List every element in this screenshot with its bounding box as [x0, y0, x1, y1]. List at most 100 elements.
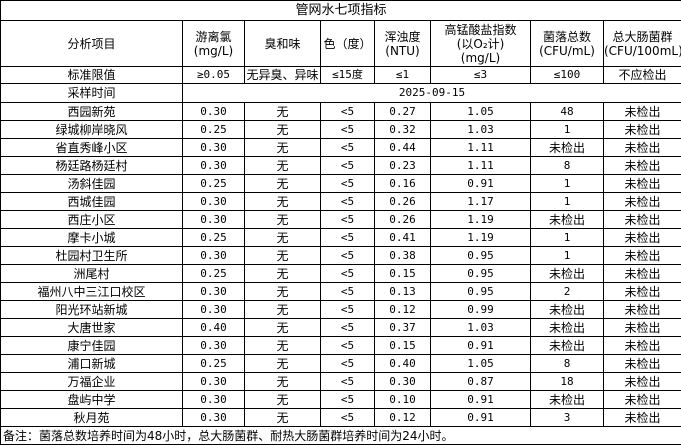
- cell-colony-count: 8: [530, 156, 604, 175]
- cell-colony-count: 1: [530, 120, 604, 139]
- table-row: 大唐世家 0.40 无 <5 0.37 1.03 未检出 未检出: [0, 318, 681, 337]
- cell-total-coliform: 未检出: [602, 300, 681, 319]
- cell-total-coliform: 未检出: [602, 192, 681, 211]
- cell-turbidity: 0.13: [374, 282, 431, 301]
- cell-odor: 无: [244, 372, 321, 391]
- cell-odor: 无: [244, 282, 321, 301]
- cell-colony-count: 未检出: [530, 318, 604, 337]
- cell-colony-count: 18: [530, 372, 604, 391]
- cell-site: 汤斜佳园: [0, 174, 183, 193]
- cell-total-coliform: 未检出: [602, 390, 681, 409]
- cell-free-chlorine: 0.40: [182, 318, 245, 337]
- cell-site: 西庄小区: [0, 210, 183, 229]
- cell-permanganate-index: 1.11: [430, 156, 531, 175]
- cell-total-coliform: 未检出: [602, 228, 681, 247]
- header-permanganate-index: 高锰酸盐指数 (以O₂计) (mg/L): [430, 20, 531, 67]
- cell-free-chlorine: 0.30: [182, 282, 245, 301]
- table-row: 盘屿中学 0.30 无 <5 0.10 0.91 未检出 未检出: [0, 390, 681, 409]
- table-row: 康宁佳园 0.30 无 <5 0.15 0.91 未检出 未检出: [0, 336, 681, 355]
- cell-odor: 无: [244, 138, 321, 157]
- cell-total-coliform: 未检出: [602, 246, 681, 265]
- sampling-date: 2025-09-15: [181, 83, 681, 103]
- header-row: 分析项目 游离氯 (mg/L) 臭和味 色（度） 浑浊度 (NTU) 高锰酸盐指数 (以O…: [0, 20, 681, 67]
- cell-odor: 无: [244, 120, 321, 139]
- cell-site: 秋月苑: [0, 408, 183, 427]
- table-row: 杨廷路杨廷村 0.30 无 <5 0.23 1.11 8 未检出: [0, 156, 681, 175]
- cell-colony-count: 48: [530, 102, 604, 121]
- sampling-time-row: 采样时间 2025-09-15: [0, 83, 681, 103]
- standard-colony-count: ≤100: [530, 66, 604, 84]
- cell-free-chlorine: 0.30: [182, 102, 245, 121]
- cell-color: <5: [320, 264, 375, 283]
- cell-color: <5: [320, 138, 375, 157]
- cell-site: 杨廷路杨廷村: [0, 156, 183, 175]
- header-odor: 臭和味: [244, 20, 321, 67]
- cell-site: 绿城柳岸晓风: [0, 120, 183, 139]
- table-row: 西城佳园 0.30 无 <5 0.26 1.17 1 未检出: [0, 192, 681, 211]
- table-row: 万福企业 0.30 无 <5 0.30 0.87 18 未检出: [0, 372, 681, 391]
- cell-turbidity: 0.15: [374, 264, 431, 283]
- standard-site: 标准限值: [0, 66, 183, 84]
- cell-odor: 无: [244, 174, 321, 193]
- cell-site: 福州八中三江口校区: [0, 282, 183, 301]
- cell-turbidity: 0.26: [374, 210, 431, 229]
- cell-site: 大唐世家: [0, 318, 183, 337]
- cell-permanganate-index: 1.11: [430, 138, 531, 157]
- cell-permanganate-index: 1.19: [430, 228, 531, 247]
- cell-free-chlorine: 0.30: [182, 210, 245, 229]
- table-note: 备注：菌落总数培养时间为48小时，总大肠菌群、耐热大肠菌群培养时间为24小时。: [0, 426, 681, 445]
- table-row: 西园新苑 0.30 无 <5 0.27 1.05 48 未检出: [0, 102, 681, 121]
- cell-colony-count: 未检出: [530, 138, 604, 157]
- header-color: 色（度）: [320, 20, 375, 67]
- cell-colony-count: 8: [530, 354, 604, 373]
- cell-site: 西园新苑: [0, 102, 183, 121]
- cell-color: <5: [320, 354, 375, 373]
- table-row: 秋月苑 0.30 无 <5 0.12 0.91 3 未检出: [0, 408, 681, 427]
- table-row: 西庄小区 0.30 无 <5 0.26 1.19 未检出 未检出: [0, 210, 681, 229]
- cell-free-chlorine: 0.25: [182, 120, 245, 139]
- cell-turbidity: 0.12: [374, 300, 431, 319]
- cell-permanganate-index: 1.05: [430, 354, 531, 373]
- cell-free-chlorine: 0.25: [182, 174, 245, 193]
- cell-site: 摩卡小城: [0, 228, 183, 247]
- cell-free-chlorine: 0.25: [182, 228, 245, 247]
- table-title: 管网水七项指标: [0, 0, 681, 21]
- header-turbidity: 浑浊度 (NTU): [374, 20, 431, 67]
- cell-permanganate-index: 1.19: [430, 210, 531, 229]
- cell-turbidity: 0.40: [374, 354, 431, 373]
- cell-permanganate-index: 0.95: [430, 246, 531, 265]
- cell-total-coliform: 未检出: [602, 318, 681, 337]
- cell-site: 西城佳园: [0, 192, 183, 211]
- cell-color: <5: [320, 246, 375, 265]
- header-colony-count: 菌落总数 (CFU/mL): [530, 20, 604, 67]
- cell-turbidity: 0.23: [374, 156, 431, 175]
- cell-site: 杜园村卫生所: [0, 246, 183, 265]
- cell-free-chlorine: 0.30: [182, 336, 245, 355]
- cell-permanganate-index: 0.91: [430, 408, 531, 427]
- cell-site: 盘屿中学: [0, 390, 183, 409]
- cell-permanganate-index: 0.91: [430, 174, 531, 193]
- cell-site: 洲尾村: [0, 264, 183, 283]
- cell-turbidity: 0.38: [374, 246, 431, 265]
- cell-colony-count: 2: [530, 282, 604, 301]
- cell-color: <5: [320, 228, 375, 247]
- cell-color: <5: [320, 318, 375, 337]
- cell-colony-count: 未检出: [530, 390, 604, 409]
- cell-turbidity: 0.15: [374, 336, 431, 355]
- cell-free-chlorine: 0.30: [182, 390, 245, 409]
- cell-color: <5: [320, 282, 375, 301]
- cell-turbidity: 0.26: [374, 192, 431, 211]
- table-row: 汤斜佳园 0.25 无 <5 0.16 0.91 1 未检出: [0, 174, 681, 193]
- cell-permanganate-index: 0.87: [430, 372, 531, 391]
- cell-colony-count: 1: [530, 246, 604, 265]
- cell-turbidity: 0.16: [374, 174, 431, 193]
- cell-total-coliform: 未检出: [602, 282, 681, 301]
- cell-color: <5: [320, 192, 375, 211]
- cell-permanganate-index: 0.95: [430, 264, 531, 283]
- cell-site: 康宁佳园: [0, 336, 183, 355]
- cell-odor: 无: [244, 390, 321, 409]
- standard-row: 标准限值 ≥0.05 无异臭、异味 ≤15度 ≤1 ≤3 ≤100 不应检出: [0, 66, 681, 84]
- cell-odor: 无: [244, 228, 321, 247]
- header-total-coliform: 总大肠菌群 (CFU/100mL): [602, 20, 681, 67]
- header-site: 分析项目: [0, 20, 183, 67]
